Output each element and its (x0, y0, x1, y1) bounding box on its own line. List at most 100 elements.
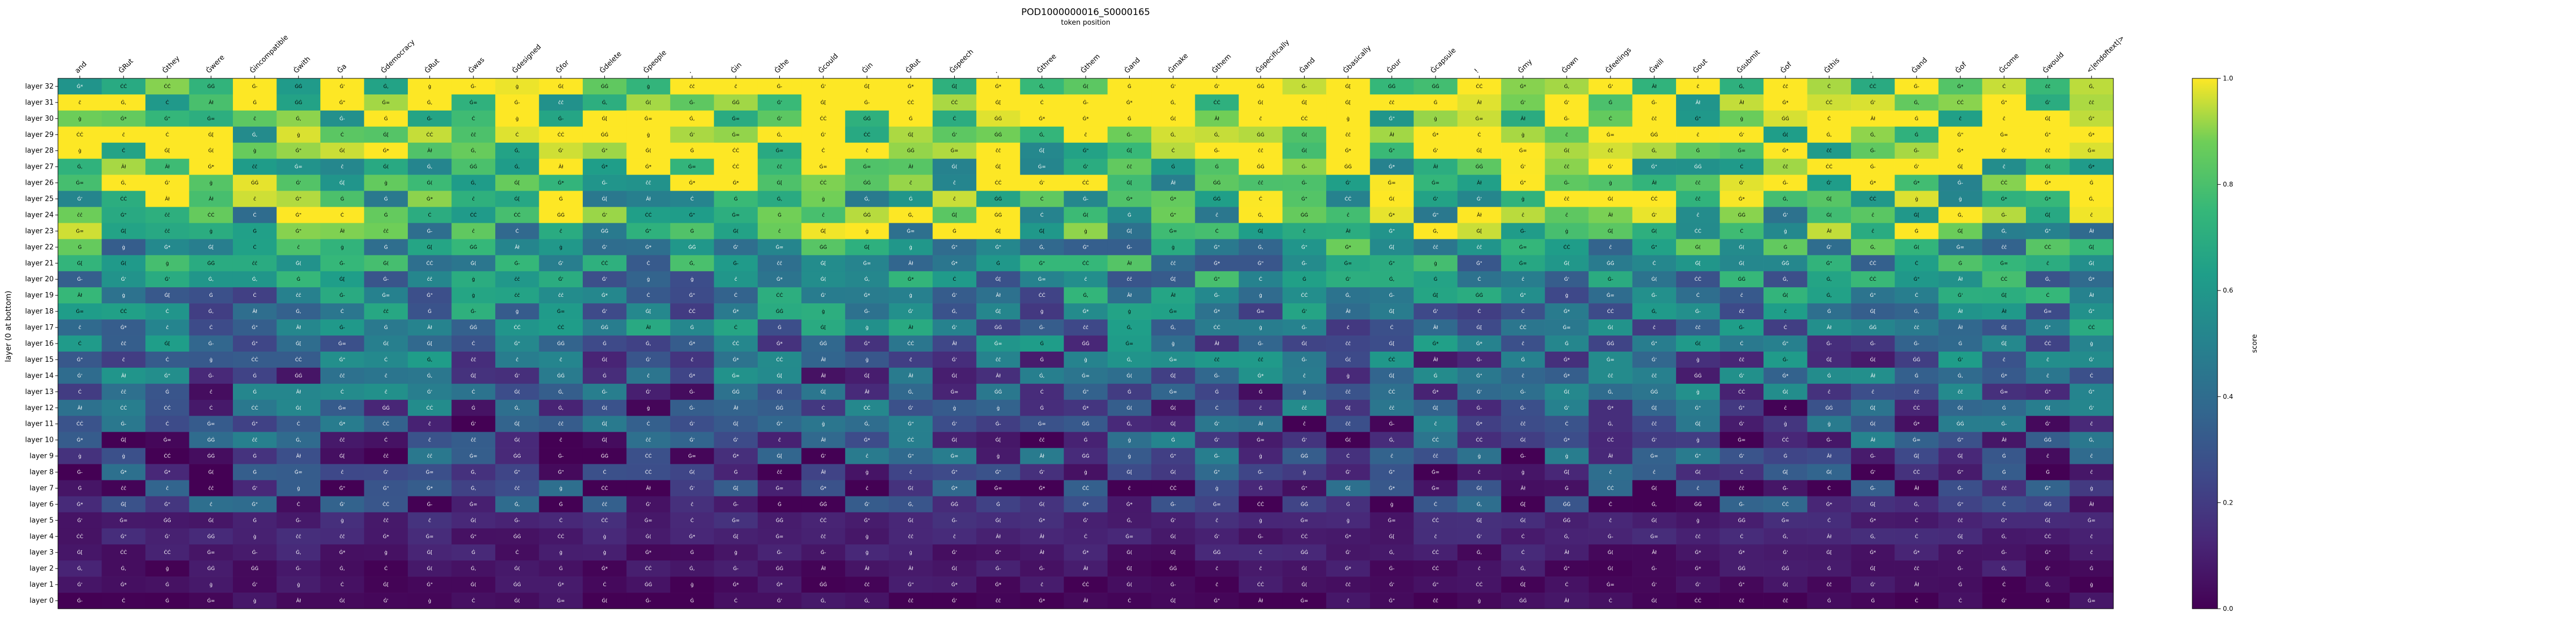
cell-token-label: Ġ- (1258, 341, 1263, 347)
cell-token-label: Âł (952, 340, 957, 347)
heatmap-cell (976, 142, 1021, 159)
colorbar-tick-label: 0.6 (2223, 287, 2233, 294)
cell-token-label: ĊĊ (1607, 437, 1614, 443)
cell-token-label: Ġ' (1170, 517, 1175, 523)
cell-token-label: Ġ (690, 325, 694, 331)
heatmap-cell (889, 207, 933, 223)
heatmap-cell (1020, 223, 1064, 239)
heatmap-cell (407, 78, 452, 95)
cell-token-label: Ġ( (383, 341, 389, 347)
cell-token-label: Ġ* (1476, 421, 1483, 427)
cell-token-label: ĉ (1696, 212, 1699, 218)
cell-token-label: ĉ (341, 470, 343, 476)
heatmap-cell (2026, 174, 2070, 191)
cell-token-label: ĉ (1346, 598, 1349, 604)
heatmap-cell (1501, 239, 1545, 256)
x-tick-label: ĠRut (116, 56, 135, 75)
cell-token-label: Ġ- (1608, 276, 1613, 282)
y-tick-label: layer 4 (30, 533, 54, 541)
cell-token-label: ĠĠ (470, 244, 477, 250)
heatmap-cell (232, 94, 277, 111)
heatmap-cell (932, 126, 977, 143)
cell-token-label: Ġ (2046, 598, 2050, 604)
cell-token-label: Ġ, (1826, 293, 1832, 298)
cell-token-label: ĠĠ (1082, 454, 1089, 459)
heatmap-cell (1107, 287, 1152, 304)
cell-token-label: Ġ" (164, 116, 170, 122)
heatmap-cell (1239, 207, 1283, 223)
heatmap-cell (320, 110, 364, 127)
cell-token-label: Ġ" (1301, 196, 1307, 202)
cell-token-label: Ġ" (1214, 470, 1220, 476)
cell-token-label: ġ (1128, 454, 1131, 459)
cell-token-label: ĉ (341, 164, 343, 170)
cell-token-label: ĊĊ (908, 437, 914, 443)
cell-token-label: ġ (472, 293, 475, 298)
cell-token-label: ĊĊ (558, 534, 565, 539)
cell-token-label: ĉ (78, 325, 81, 331)
cell-token-label: Ġ' (777, 116, 782, 122)
cell-token-label: Ċ (690, 517, 693, 523)
heatmap-cell (757, 207, 802, 223)
cell-token-label: Ġ" (1957, 437, 1963, 443)
heatmap-cell (1938, 271, 1982, 288)
cell-token-label: ġ (209, 229, 213, 234)
cell-token-label: ġ (1303, 390, 1306, 395)
cell-token-label: Ġ( (2089, 260, 2095, 266)
cell-token-label: ġ (384, 181, 387, 186)
cell-token-label: ĉ (910, 357, 912, 363)
cell-token-label: ĠĠ (863, 116, 871, 122)
cell-token-label: ĊĊ (426, 405, 433, 411)
x-tick-label: ĠRut (422, 56, 441, 75)
cell-token-label: Ġ[ (1608, 228, 1614, 234)
cell-token-label: ĠĠ (295, 100, 302, 106)
cell-token-label: Ġ, (427, 100, 433, 106)
x-tick-label: Ġwith (291, 54, 312, 75)
cell-token-label: ĠĠ (819, 582, 827, 588)
cell-token-label: Ġ (1433, 276, 1437, 282)
heatmap-cell (451, 223, 496, 239)
cell-token-label: ĉ (385, 389, 387, 395)
cell-token-label: Ġ* (689, 341, 696, 347)
cell-token-label: Âł (1914, 485, 1919, 491)
cell-token-label: Âł (121, 164, 126, 170)
cell-token-label: ĉ (2090, 550, 2093, 556)
heatmap-cell (1719, 110, 1764, 127)
heatmap-cell (1501, 142, 1545, 159)
cell-token-label: Ġ (1433, 373, 1437, 379)
heatmap-cell (101, 126, 146, 143)
cell-token-label: Ġ' (1652, 212, 1657, 218)
heatmap-cell (1414, 255, 1458, 272)
cell-token-label: Âł (1652, 83, 1657, 90)
cell-token-label: ġ (691, 277, 694, 282)
cell-token-label: Ġ' (1083, 164, 1088, 170)
heatmap-cell (1326, 110, 1370, 127)
heatmap-cell (232, 78, 277, 95)
cell-token-label: ĉĉ (558, 293, 564, 298)
cell-token-label: Ġ, (2045, 276, 2051, 282)
cell-token-label: Ġ[ (121, 501, 127, 507)
heatmap-cell (1851, 78, 1895, 95)
cell-token-label: Ċ (1784, 325, 1787, 331)
cell-token-label: ĠĠ (732, 100, 740, 106)
cell-token-label: Ġ' (1739, 132, 1744, 138)
heatmap-cell (1545, 223, 1589, 239)
cell-token-label: Ġ[ (996, 437, 1001, 443)
cell-token-label: ĊĊ (820, 180, 827, 186)
cell-token-label: ġ (1959, 197, 1962, 202)
cell-token-label: Ġ( (2045, 164, 2051, 170)
cell-token-label: Âł (1521, 485, 1526, 491)
cell-token-label: ĉ (472, 196, 475, 202)
cell-token-label: Ġ* (1564, 309, 1570, 315)
cell-token-label: Ġ' (1345, 550, 1350, 556)
cell-token-label: Ġ" (995, 550, 1001, 556)
cell-token-label: ĠĠ (645, 582, 652, 588)
cell-token-label: Ġ, (1433, 228, 1438, 234)
cell-token-label: Ġ, (1170, 100, 1176, 106)
cell-token-label: Ġ" (164, 373, 170, 379)
x-tick-label: Ġthem (1079, 52, 1102, 75)
heatmap-cell (1982, 255, 2026, 272)
cell-token-label: Ġ' (121, 276, 126, 282)
cell-token-label: ĠĠ (776, 309, 784, 315)
heatmap-cell (1938, 174, 1982, 191)
